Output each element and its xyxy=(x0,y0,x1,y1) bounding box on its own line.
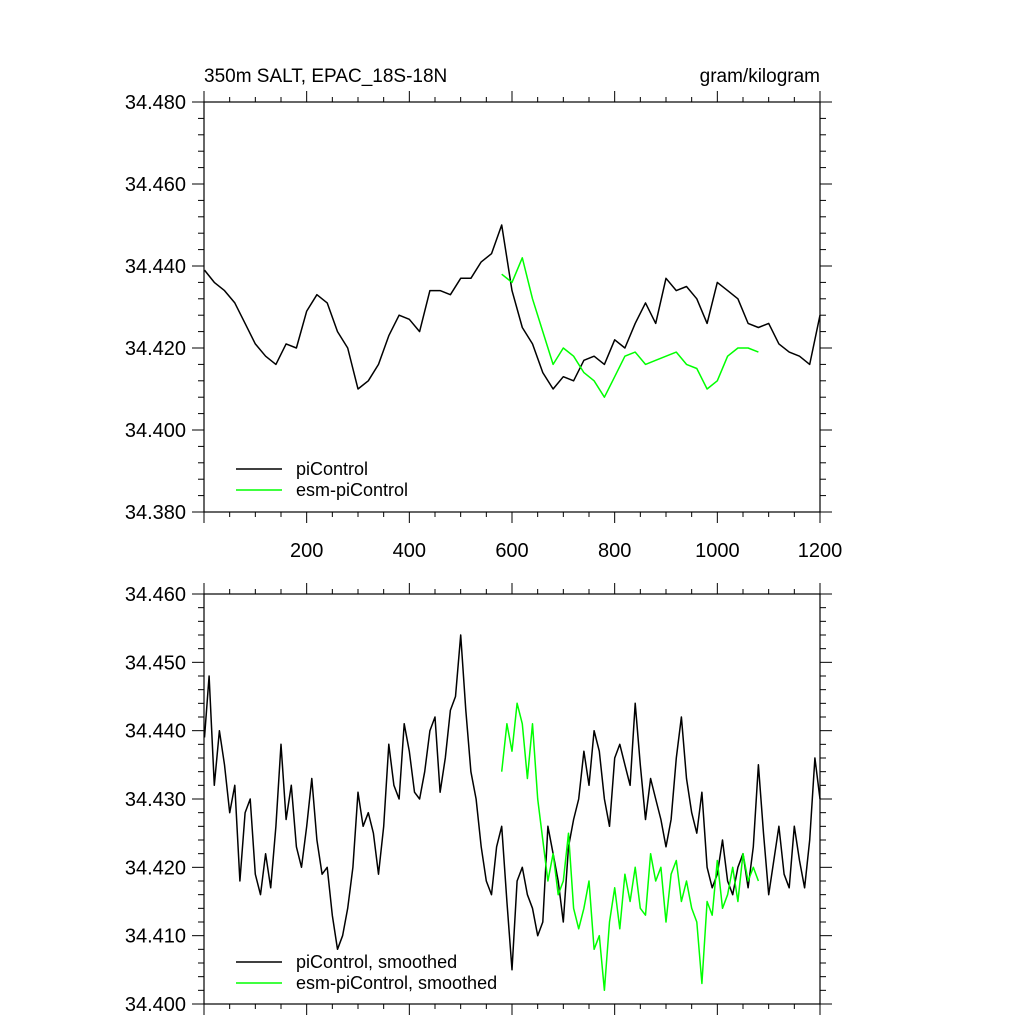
bottom-y-tick-label: 34.400 xyxy=(125,994,186,1016)
bottom-y-tick-label: 34.410 xyxy=(125,926,186,948)
top-units: gram/kilogram xyxy=(700,66,820,87)
top-legend: piControl esm-piControl xyxy=(236,459,408,500)
top-y-tick-label: 34.420 xyxy=(125,338,186,360)
top-y-tick-label: 34.460 xyxy=(125,174,186,196)
bottom-plot-frame xyxy=(203,593,821,1005)
bottom-y-tick-label: 34.460 xyxy=(125,584,186,606)
bottom-y-tick-label: 34.450 xyxy=(125,652,186,674)
top-series-line-0 xyxy=(203,224,821,390)
legend-label-esm-picontrol: esm-piControl xyxy=(296,480,408,500)
bottom-panel: 34.400 34.410 34.420 34.430 34.440 34.450 34.4… xyxy=(125,583,832,1016)
top-x-tick-label: 800 xyxy=(598,540,631,562)
top-x-tick-label: 400 xyxy=(393,540,426,562)
top-ticks: 34.380 34.400 34.420 34.440 34.460 34.480 200 4… xyxy=(125,91,842,562)
bottom-series-line-1 xyxy=(500,702,760,992)
bottom-y-tick-label: 34.440 xyxy=(125,721,186,743)
top-series-line-1 xyxy=(501,257,759,398)
top-x-tick-label: 600 xyxy=(495,540,528,562)
bottom-y-tick-label: 34.420 xyxy=(125,857,186,879)
bottom-series xyxy=(203,634,821,992)
top-x-tick-label: 200 xyxy=(290,540,323,562)
top-title: 350m SALT, EPAC_18S-18N xyxy=(204,66,447,87)
top-series xyxy=(203,224,821,398)
legend-label-esm-picontrol-smoothed: esm-piControl, smoothed xyxy=(296,973,497,993)
top-x-tick-label: 1200 xyxy=(798,540,843,562)
top-y-tick-label: 34.440 xyxy=(125,256,186,278)
top-y-tick-label: 34.480 xyxy=(125,92,186,114)
top-plot-frame xyxy=(203,101,821,513)
top-x-tick-label: 1000 xyxy=(695,540,740,562)
bottom-y-tick-label: 34.430 xyxy=(125,789,186,811)
legend-label-picontrol: piControl xyxy=(296,459,368,479)
bottom-series-line-0 xyxy=(203,634,821,971)
bottom-ticks: 34.400 34.410 34.420 34.430 34.440 34.450 34.4… xyxy=(125,583,832,1016)
top-y-tick-label: 34.380 xyxy=(125,502,186,524)
bottom-legend: piControl, smoothed esm-piControl, smoot… xyxy=(236,952,497,993)
top-panel: 350m SALT, EPAC_18S-18N gram/kilogram 34… xyxy=(125,66,842,562)
top-y-tick-label: 34.400 xyxy=(125,420,186,442)
legend-label-picontrol-smoothed: piControl, smoothed xyxy=(296,952,457,972)
